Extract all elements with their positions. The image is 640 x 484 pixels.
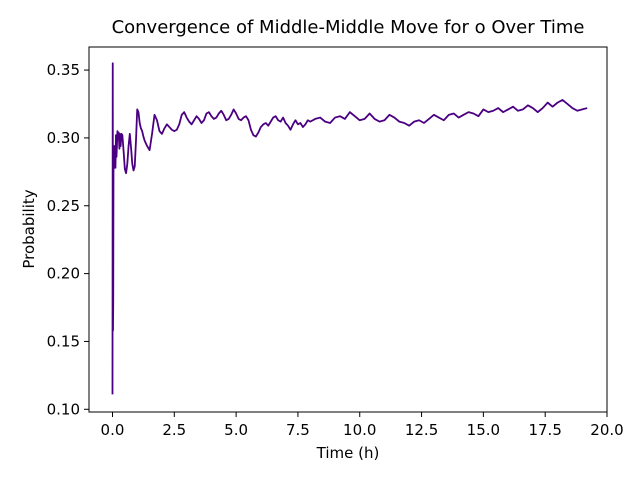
- plot-area: [111, 62, 588, 395]
- x-tick-label: 15.0: [467, 421, 500, 439]
- x-axis-label: Time (h): [316, 444, 380, 462]
- x-tick-label: 20.0: [590, 421, 623, 439]
- x-tick-label: 0.0: [101, 421, 125, 439]
- chart-title: Convergence of Middle-Middle Move for o …: [112, 17, 585, 38]
- x-tick-label: 7.5: [286, 421, 310, 439]
- x-tick-label: 17.5: [528, 421, 561, 439]
- x-tick-label: 5.0: [224, 421, 248, 439]
- y-tick-label: 0.30: [47, 129, 80, 147]
- y-tick-label: 0.25: [47, 197, 80, 215]
- x-tick-label: 10.0: [343, 421, 376, 439]
- y-tick-label: 0.35: [47, 61, 80, 79]
- y-tick-label: 0.15: [47, 332, 80, 350]
- y-tick-label: 0.20: [47, 265, 80, 283]
- x-tick-label: 12.5: [405, 421, 438, 439]
- y-axis-ticks: 0.10 0.15 0.20 0.25 0.30 0.35: [47, 61, 89, 418]
- x-tick-label: 2.5: [162, 421, 186, 439]
- x-axis-ticks: 0.0 2.5 5.0 7.5 10.0 12.5 15.0 17.5 20.0: [101, 412, 624, 439]
- series-line-0: [111, 62, 588, 395]
- y-tick-label: 0.10: [47, 400, 80, 418]
- plot-frame: [88, 46, 608, 413]
- y-axis-label: Probability: [20, 189, 38, 268]
